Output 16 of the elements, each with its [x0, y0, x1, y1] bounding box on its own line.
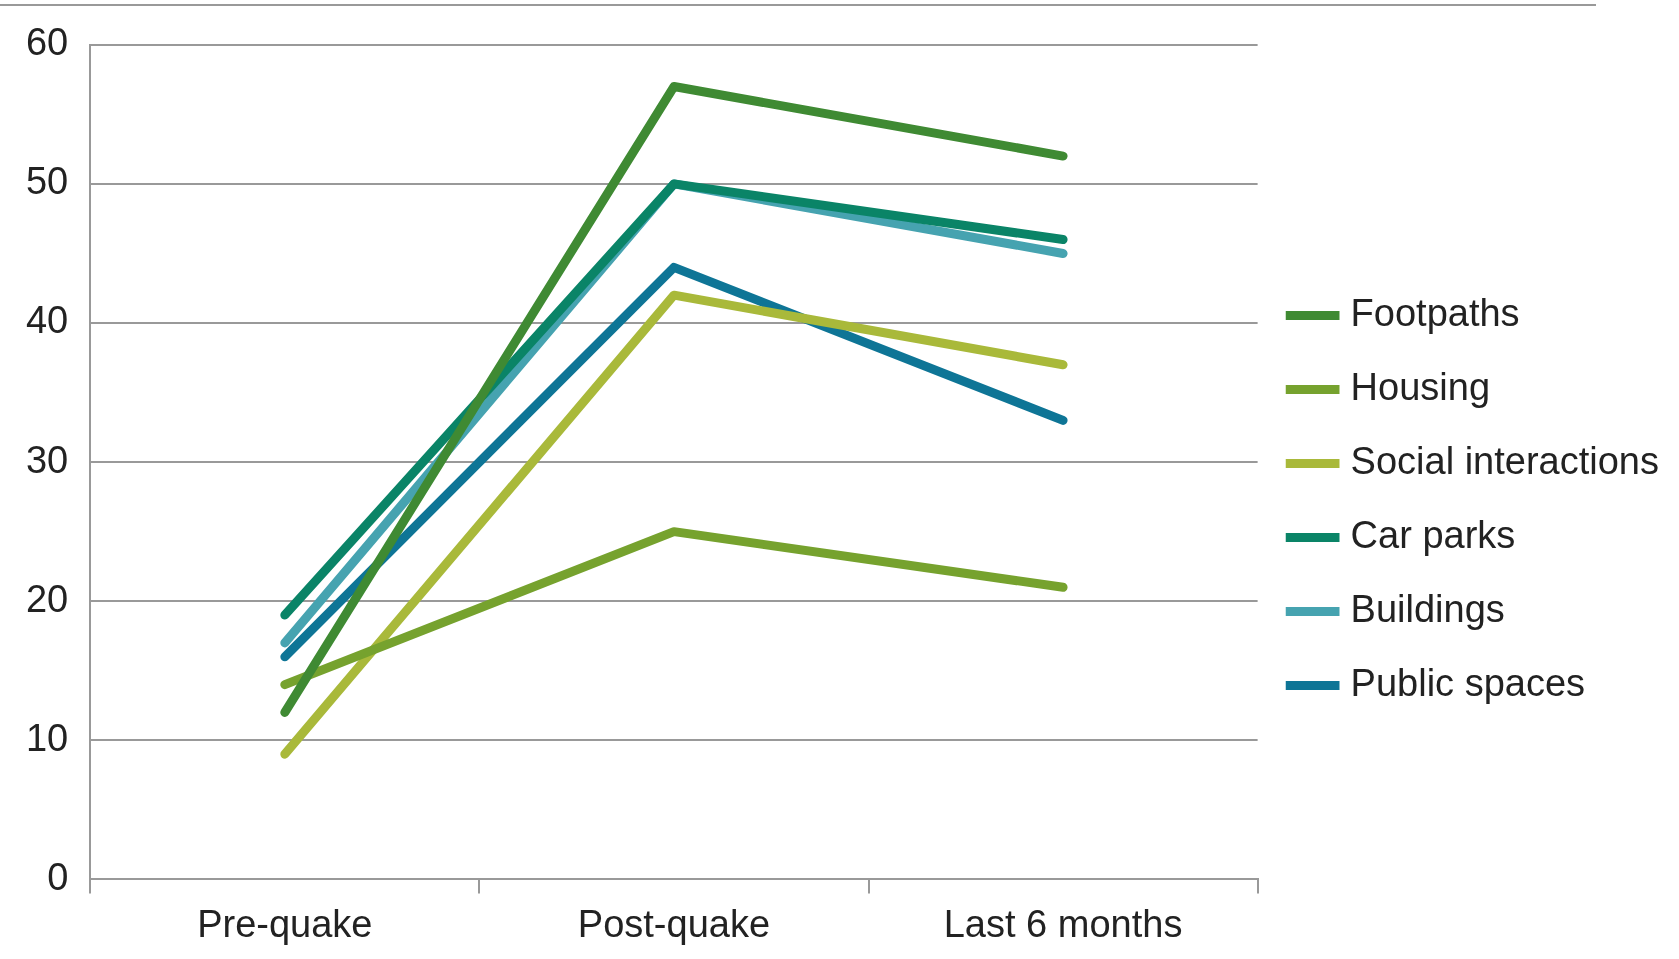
x-tick-label: Last 6 months: [943, 902, 1183, 945]
legend-label: Car parks: [1350, 513, 1516, 556]
legend-label: Public spaces: [1350, 661, 1586, 704]
y-tick-label: 10: [25, 716, 69, 759]
y-tick-label: 50: [25, 160, 69, 203]
y-tick-label: 40: [25, 299, 69, 342]
y-tick-label: 60: [25, 21, 69, 64]
y-tick-label: 30: [25, 438, 69, 481]
legend-label: Social interactions: [1350, 439, 1660, 482]
x-tick-label: Post-quake: [577, 902, 771, 945]
legend-label: Housing: [1350, 365, 1491, 408]
legend-label: Footpaths: [1350, 291, 1520, 334]
y-tick-label: 0: [47, 855, 69, 898]
legend-label: Buildings: [1350, 587, 1505, 630]
y-tick-label: 20: [25, 577, 69, 620]
x-tick-label: Pre-quake: [197, 902, 373, 945]
